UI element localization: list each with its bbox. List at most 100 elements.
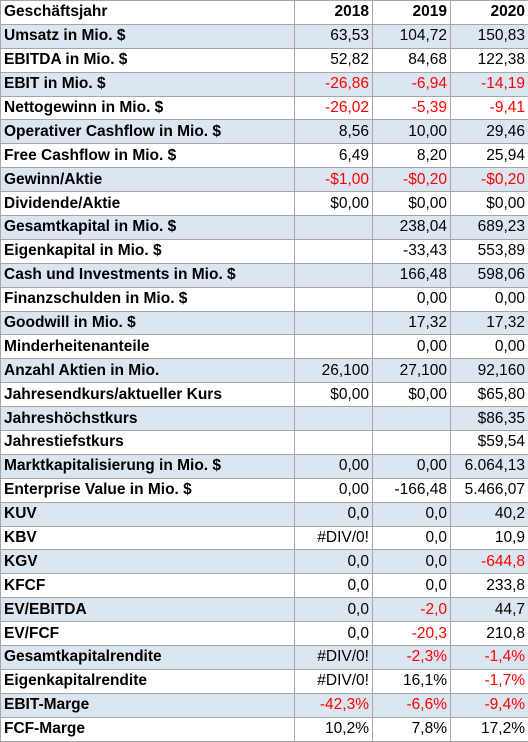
value-cell[interactable]: $0,00 xyxy=(295,383,373,407)
value-cell[interactable]: 17,32 xyxy=(373,311,451,335)
value-cell[interactable]: $0,00 xyxy=(373,192,451,216)
value-cell[interactable]: 25,94 xyxy=(451,144,528,168)
value-cell[interactable]: 6.064,13 xyxy=(451,454,528,478)
value-cell[interactable]: 0,0 xyxy=(373,550,451,574)
value-cell[interactable]: #DIV/0! xyxy=(295,526,373,550)
row-label-cell[interactable]: KBV xyxy=(1,526,295,550)
value-cell[interactable]: 92,160 xyxy=(451,359,528,383)
row-label-cell[interactable]: Gewinn/Aktie xyxy=(1,168,295,192)
row-label-cell[interactable]: Umsatz in Mio. $ xyxy=(1,24,295,48)
value-cell[interactable]: 10,2% xyxy=(295,717,373,741)
value-cell[interactable]: 0,0 xyxy=(295,622,373,646)
value-cell[interactable]: -9,41 xyxy=(451,96,528,120)
value-cell[interactable] xyxy=(373,431,451,455)
value-cell[interactable]: 0,00 xyxy=(451,335,528,359)
row-label-cell[interactable]: Operativer Cashflow in Mio. $ xyxy=(1,120,295,144)
value-cell[interactable]: 0,00 xyxy=(451,287,528,311)
value-cell[interactable]: 29,46 xyxy=(451,120,528,144)
row-label-cell[interactable]: Minderheitenanteile xyxy=(1,335,295,359)
value-cell[interactable]: -26,86 xyxy=(295,72,373,96)
value-cell[interactable] xyxy=(295,431,373,455)
value-cell[interactable]: 104,72 xyxy=(373,24,451,48)
value-cell[interactable]: 166,48 xyxy=(373,263,451,287)
value-cell[interactable]: -1,4% xyxy=(451,646,528,670)
row-label-cell[interactable]: Free Cashflow in Mio. $ xyxy=(1,144,295,168)
value-cell[interactable]: -2,3% xyxy=(373,646,451,670)
value-cell[interactable]: 10,9 xyxy=(451,526,528,550)
value-cell[interactable]: -644,8 xyxy=(451,550,528,574)
header-year-cell[interactable]: 2019 xyxy=(373,1,451,25)
value-cell[interactable]: 0,0 xyxy=(295,598,373,622)
row-label-cell[interactable]: Eigenkapital in Mio. $ xyxy=(1,239,295,263)
row-label-cell[interactable]: KFCF xyxy=(1,574,295,598)
value-cell[interactable]: -$1,00 xyxy=(295,168,373,192)
value-cell[interactable]: 233,8 xyxy=(451,574,528,598)
value-cell[interactable]: 0,0 xyxy=(295,574,373,598)
value-cell[interactable]: 8,20 xyxy=(373,144,451,168)
row-label-cell[interactable]: FCF-Marge xyxy=(1,717,295,741)
header-label-cell[interactable]: Geschäftsjahr xyxy=(1,1,295,25)
value-cell[interactable]: $65,80 xyxy=(451,383,528,407)
value-cell[interactable]: -166,48 xyxy=(373,478,451,502)
header-year-cell[interactable]: 2018 xyxy=(295,1,373,25)
value-cell[interactable]: #DIV/0! xyxy=(295,669,373,693)
value-cell[interactable]: 52,82 xyxy=(295,48,373,72)
value-cell[interactable]: #DIV/0! xyxy=(295,646,373,670)
row-label-cell[interactable]: EV/FCF xyxy=(1,622,295,646)
row-label-cell[interactable]: Gesamtkapital in Mio. $ xyxy=(1,216,295,240)
value-cell[interactable]: 598,06 xyxy=(451,263,528,287)
value-cell[interactable]: 238,04 xyxy=(373,216,451,240)
value-cell[interactable]: -6,94 xyxy=(373,72,451,96)
value-cell[interactable]: -6,6% xyxy=(373,693,451,717)
value-cell[interactable]: 27,100 xyxy=(373,359,451,383)
value-cell[interactable]: 6,49 xyxy=(295,144,373,168)
value-cell[interactable]: $0,00 xyxy=(451,192,528,216)
row-label-cell[interactable]: Anzahl Aktien in Mio. xyxy=(1,359,295,383)
row-label-cell[interactable]: Eigenkapitalrendite xyxy=(1,669,295,693)
row-label-cell[interactable]: KUV xyxy=(1,502,295,526)
row-label-cell[interactable]: Nettogewinn in Mio. $ xyxy=(1,96,295,120)
value-cell[interactable]: 689,23 xyxy=(451,216,528,240)
value-cell[interactable] xyxy=(295,311,373,335)
header-year-cell[interactable]: 2020 xyxy=(451,1,528,25)
row-label-cell[interactable]: Goodwill in Mio. $ xyxy=(1,311,295,335)
row-label-cell[interactable]: Finanzschulden in Mio. $ xyxy=(1,287,295,311)
value-cell[interactable]: -$0,20 xyxy=(373,168,451,192)
value-cell[interactable]: 5.466,07 xyxy=(451,478,528,502)
row-label-cell[interactable]: Cash und Investments in Mio. $ xyxy=(1,263,295,287)
value-cell[interactable]: $59,54 xyxy=(451,431,528,455)
value-cell[interactable]: 8,56 xyxy=(295,120,373,144)
value-cell[interactable]: 17,2% xyxy=(451,717,528,741)
value-cell[interactable] xyxy=(295,287,373,311)
row-label-cell[interactable]: EBIT in Mio. $ xyxy=(1,72,295,96)
value-cell[interactable]: 40,2 xyxy=(451,502,528,526)
value-cell[interactable]: 0,00 xyxy=(373,335,451,359)
value-cell[interactable]: 0,00 xyxy=(373,287,451,311)
value-cell[interactable]: 553,89 xyxy=(451,239,528,263)
value-cell[interactable]: 210,8 xyxy=(451,622,528,646)
row-label-cell[interactable]: Marktkapitalisierung in Mio. $ xyxy=(1,454,295,478)
value-cell[interactable] xyxy=(295,407,373,431)
row-label-cell[interactable]: EBITDA in Mio. $ xyxy=(1,48,295,72)
row-label-cell[interactable]: Enterprise Value in Mio. $ xyxy=(1,478,295,502)
value-cell[interactable]: $0,00 xyxy=(373,383,451,407)
row-label-cell[interactable]: EV/EBITDA xyxy=(1,598,295,622)
value-cell[interactable]: -9,4% xyxy=(451,693,528,717)
value-cell[interactable] xyxy=(373,407,451,431)
value-cell[interactable]: 0,0 xyxy=(373,574,451,598)
value-cell[interactable]: 63,53 xyxy=(295,24,373,48)
value-cell[interactable]: -33,43 xyxy=(373,239,451,263)
value-cell[interactable]: -2,0 xyxy=(373,598,451,622)
value-cell[interactable]: 16,1% xyxy=(373,669,451,693)
value-cell[interactable]: -1,7% xyxy=(451,669,528,693)
value-cell[interactable]: 0,0 xyxy=(373,502,451,526)
value-cell[interactable]: -$0,20 xyxy=(451,168,528,192)
value-cell[interactable]: -42,3% xyxy=(295,693,373,717)
value-cell[interactable]: -20,3 xyxy=(373,622,451,646)
row-label-cell[interactable]: Jahresendkurs/aktueller Kurs xyxy=(1,383,295,407)
value-cell[interactable]: 26,100 xyxy=(295,359,373,383)
row-label-cell[interactable]: Jahreshöchstkurs xyxy=(1,407,295,431)
value-cell[interactable]: 84,68 xyxy=(373,48,451,72)
value-cell[interactable] xyxy=(295,263,373,287)
value-cell[interactable]: -5,39 xyxy=(373,96,451,120)
